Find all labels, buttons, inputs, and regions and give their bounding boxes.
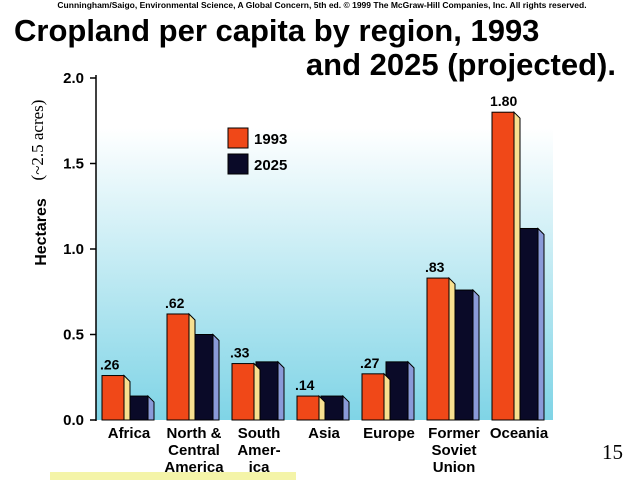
bar-2025-5-side <box>472 288 480 421</box>
data-label-4: .27 <box>360 355 380 371</box>
legend-label-2025: 2025 <box>254 157 287 174</box>
bar-1993-5 <box>426 277 450 421</box>
data-label-0: .26 <box>100 357 120 373</box>
y-tick-label-0: 0.0 <box>63 412 84 429</box>
y-axis: 0.0 0.5 1.0 1.5 2.0 Hectares <box>33 70 97 429</box>
category-label-5-2: Union <box>433 459 476 476</box>
category-label-1-0: North & <box>167 425 222 442</box>
bar-1993-6-side <box>513 110 521 421</box>
bar-1993-4 <box>361 373 385 421</box>
legend-swatch-2025 <box>227 153 249 175</box>
bar-2025-1-side <box>212 333 220 421</box>
data-label-6: 1.80 <box>490 93 517 109</box>
data-label-5: .83 <box>425 259 445 275</box>
category-label-2-2: ica <box>249 459 271 476</box>
chart-title-line-2: and 2025 (projected). <box>305 47 616 82</box>
bar-2025-2-side <box>277 360 285 421</box>
category-label-4-0: Europe <box>363 425 415 442</box>
legend: 1993 2025 <box>227 127 287 175</box>
data-label-1: .62 <box>165 295 185 311</box>
category-label-3-0: Asia <box>308 425 340 442</box>
bar-1993-5-side <box>448 276 456 421</box>
legend-swatch-1993 <box>227 127 249 149</box>
bar-1993-3 <box>296 395 320 421</box>
bar-group <box>101 110 545 421</box>
legend-label-1993: 1993 <box>254 131 287 148</box>
slide-number: 15 <box>602 440 623 464</box>
chart-title-line-1: Cropland per capita by region, 1993 <box>14 13 540 48</box>
bar-1993-6 <box>491 111 515 421</box>
bar-1993-1 <box>166 313 190 421</box>
category-label-1-2: America <box>164 459 224 476</box>
category-label-2-0: South <box>238 425 281 442</box>
data-label-2: .33 <box>230 345 250 361</box>
y-tick-label-2: 1.0 <box>63 241 84 258</box>
credit-line: Cunningham/Saigo, Environmental Science,… <box>57 0 587 10</box>
bar-1993-2 <box>231 363 255 421</box>
bar-1993-0-side <box>123 374 131 421</box>
chart-title: Cropland per capita by region, 1993 and … <box>14 14 626 82</box>
category-label-2-1: Amer- <box>237 442 280 459</box>
data-label-3: .14 <box>295 377 315 393</box>
category-label-5-0: Former <box>428 425 480 442</box>
category-label-1-1: Central <box>168 442 220 459</box>
y-tick-label-4: 2.0 <box>63 70 84 87</box>
bottom-band <box>50 472 296 480</box>
bar-1993-2-side <box>253 362 261 421</box>
bar-2025-4-side <box>407 360 415 421</box>
bar-2025-6-side <box>537 227 545 421</box>
y-tick-label-3: 1.5 <box>63 156 84 173</box>
bar-1993-1-side <box>188 312 196 421</box>
y-tick-label-1: 0.5 <box>63 327 84 344</box>
bar-1993-0 <box>101 375 125 421</box>
plot-background <box>96 128 553 420</box>
category-label-5-1: Soviet <box>431 442 476 459</box>
category-label-6-0: Oceania <box>490 425 549 442</box>
y-axis-title: Hectares <box>33 198 50 266</box>
bar-1993-4-side <box>383 372 391 421</box>
category-label-0-0: Africa <box>108 425 151 442</box>
